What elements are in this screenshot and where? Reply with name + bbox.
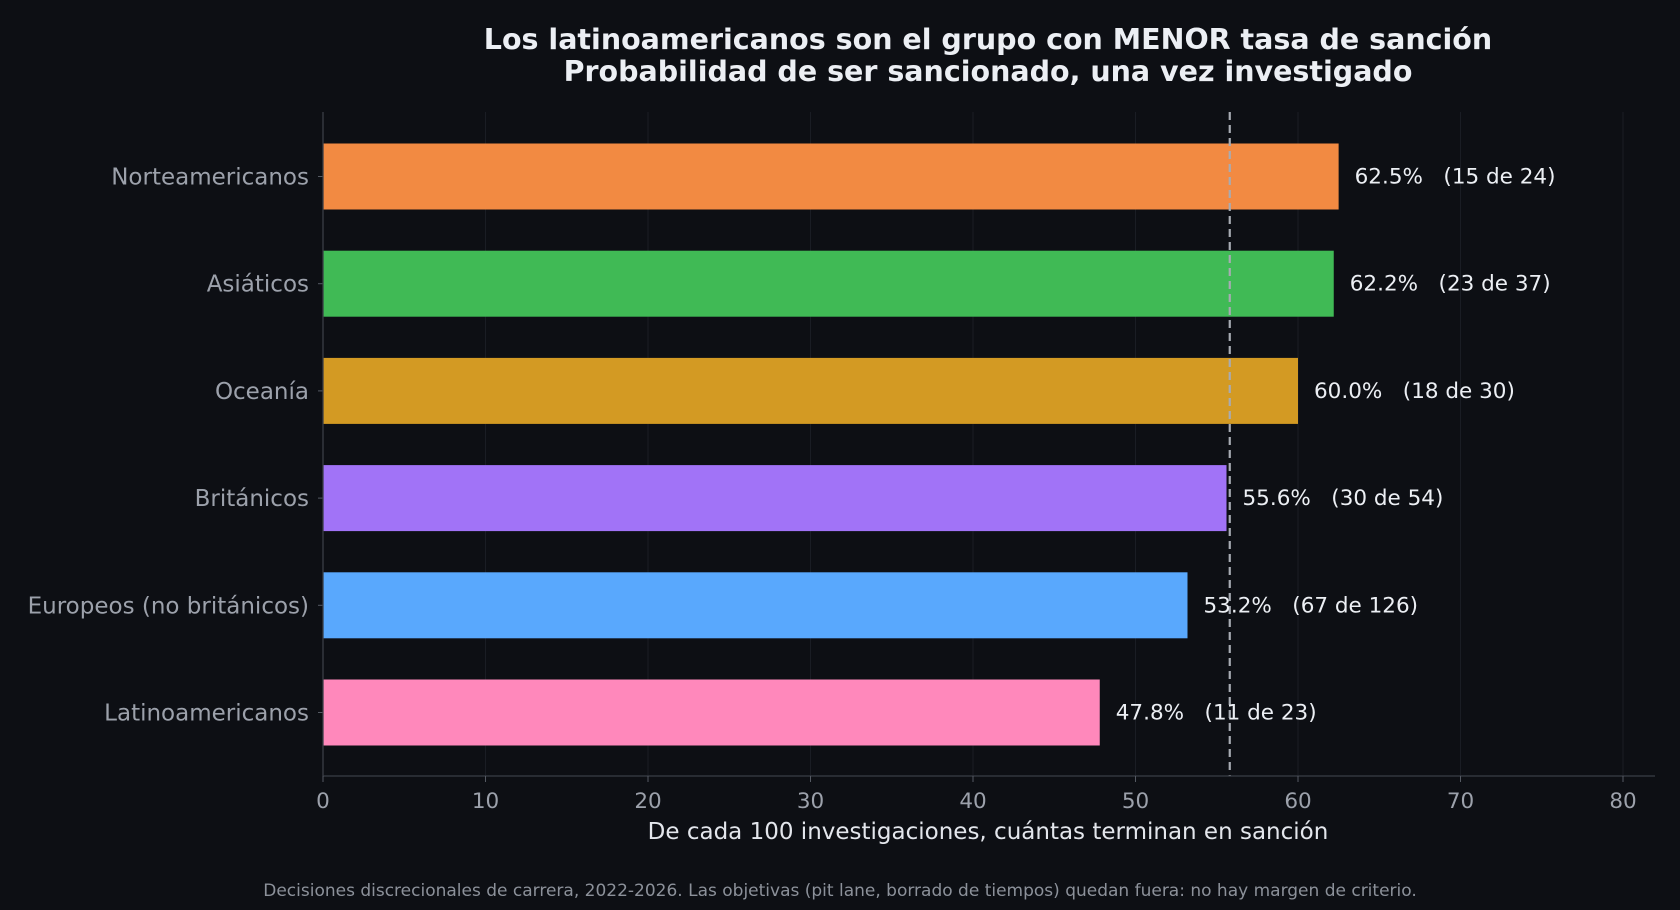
value-label-4: 53.2% (67 de 126)	[1204, 593, 1419, 618]
value-label-3: 55.6% (30 de 54)	[1243, 486, 1444, 511]
x-tick-label-60: 60	[1284, 789, 1311, 814]
category-label-1: Asiáticos	[207, 272, 309, 298]
bar-3	[323, 465, 1227, 532]
bar-5	[323, 679, 1100, 746]
category-label-5: Latinoamericanos	[104, 701, 309, 727]
x-tick-label-80: 80	[1609, 789, 1636, 814]
data-labels: 62.5% (15 de 24) 62.2% (23 de 37) 60.0% (1…	[1116, 165, 1556, 726]
category-label-3: Británicos	[195, 486, 309, 512]
x-tick-label-10: 10	[472, 789, 499, 814]
bar-2	[323, 357, 1298, 424]
axes: Norteamericanos Asiáticos Oceanía Británico…	[28, 112, 1655, 814]
x-axis-label: De cada 100 investigaciones, cuántas ter…	[648, 819, 1329, 845]
chart-title: Los latinoamericanos son el grupo con ME…	[484, 23, 1492, 56]
x-tick-label-20: 20	[634, 789, 661, 814]
value-label-5: 47.8% (11 de 23)	[1116, 701, 1317, 726]
category-label-0: Norteamericanos	[111, 165, 309, 191]
value-label-0: 62.5% (15 de 24)	[1355, 165, 1556, 190]
bars	[323, 143, 1339, 746]
chart-subtitle: Probabilidad de ser sancionado, una vez …	[564, 55, 1413, 88]
category-label-2: Oceanía	[215, 379, 309, 405]
x-tick-label-30: 30	[797, 789, 824, 814]
x-tick-label-0: 0	[316, 789, 330, 814]
x-tick-label-50: 50	[1122, 789, 1149, 814]
x-tick-label-70: 70	[1447, 789, 1474, 814]
value-label-1: 62.2% (23 de 37)	[1350, 272, 1551, 297]
bar-0	[323, 143, 1339, 210]
value-label-2: 60.0% (18 de 30)	[1314, 379, 1515, 404]
bar-1	[323, 250, 1334, 317]
footnote: Decisiones discrecionales de carrera, 20…	[263, 881, 1417, 901]
category-label-4: Europeos (no británicos)	[28, 593, 309, 619]
bar-4	[323, 572, 1188, 639]
x-tick-label-40: 40	[959, 789, 986, 814]
grid	[485, 112, 1624, 776]
